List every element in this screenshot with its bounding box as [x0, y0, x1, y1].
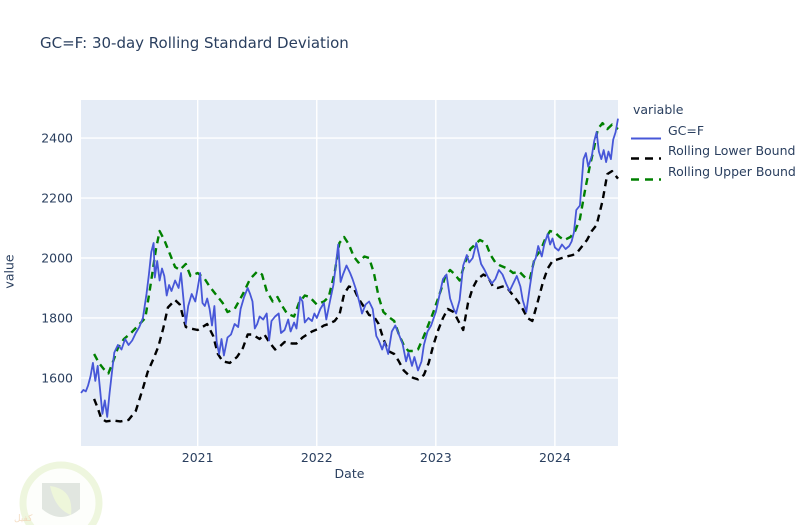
x-tick-label: 2021: [182, 450, 214, 465]
legend-item-rolling-lower-bound[interactable]: Rolling Lower Bound: [631, 141, 806, 162]
x-tick-label: 2023: [420, 450, 452, 465]
chart-title: GC=F: 30-day Rolling Standard Deviation: [40, 34, 349, 52]
solid-line-swatch-icon: [631, 127, 661, 140]
legend-item-label: GC=F: [668, 122, 705, 138]
legend-item-label: Rolling Upper Bound: [668, 163, 796, 179]
legend-title: variable: [633, 102, 684, 117]
series-line-rolling-lower-bound: [92, 169, 619, 423]
legend-item-gcf[interactable]: GC=F: [631, 120, 806, 141]
dashed-line-swatch-icon: [631, 168, 661, 181]
legend: variable GC=F Rolling Lower Bound Rollin…: [631, 102, 806, 182]
dashed-line-swatch-icon: [631, 147, 661, 161]
y-tick-label: 2000: [41, 251, 73, 266]
x-tick-label: 2024: [539, 450, 571, 465]
series-line-gc-f: [80, 118, 619, 418]
y-tick-label: 2400: [41, 131, 73, 146]
legend-item-label: Rolling Lower Bound: [668, 143, 796, 159]
series-line-rolling-upper-bound: [93, 121, 619, 375]
y-tick-label: 1600: [41, 370, 73, 385]
y-tick-label: 2200: [41, 191, 73, 206]
legend-item-rolling-upper-bound[interactable]: Rolling Upper Bound: [631, 161, 806, 182]
y-tick-label: 1800: [41, 310, 73, 325]
x-axis-title: Date: [334, 466, 365, 481]
x-tick-label: 2022: [301, 450, 333, 465]
y-axis-title: value: [1, 254, 17, 289]
